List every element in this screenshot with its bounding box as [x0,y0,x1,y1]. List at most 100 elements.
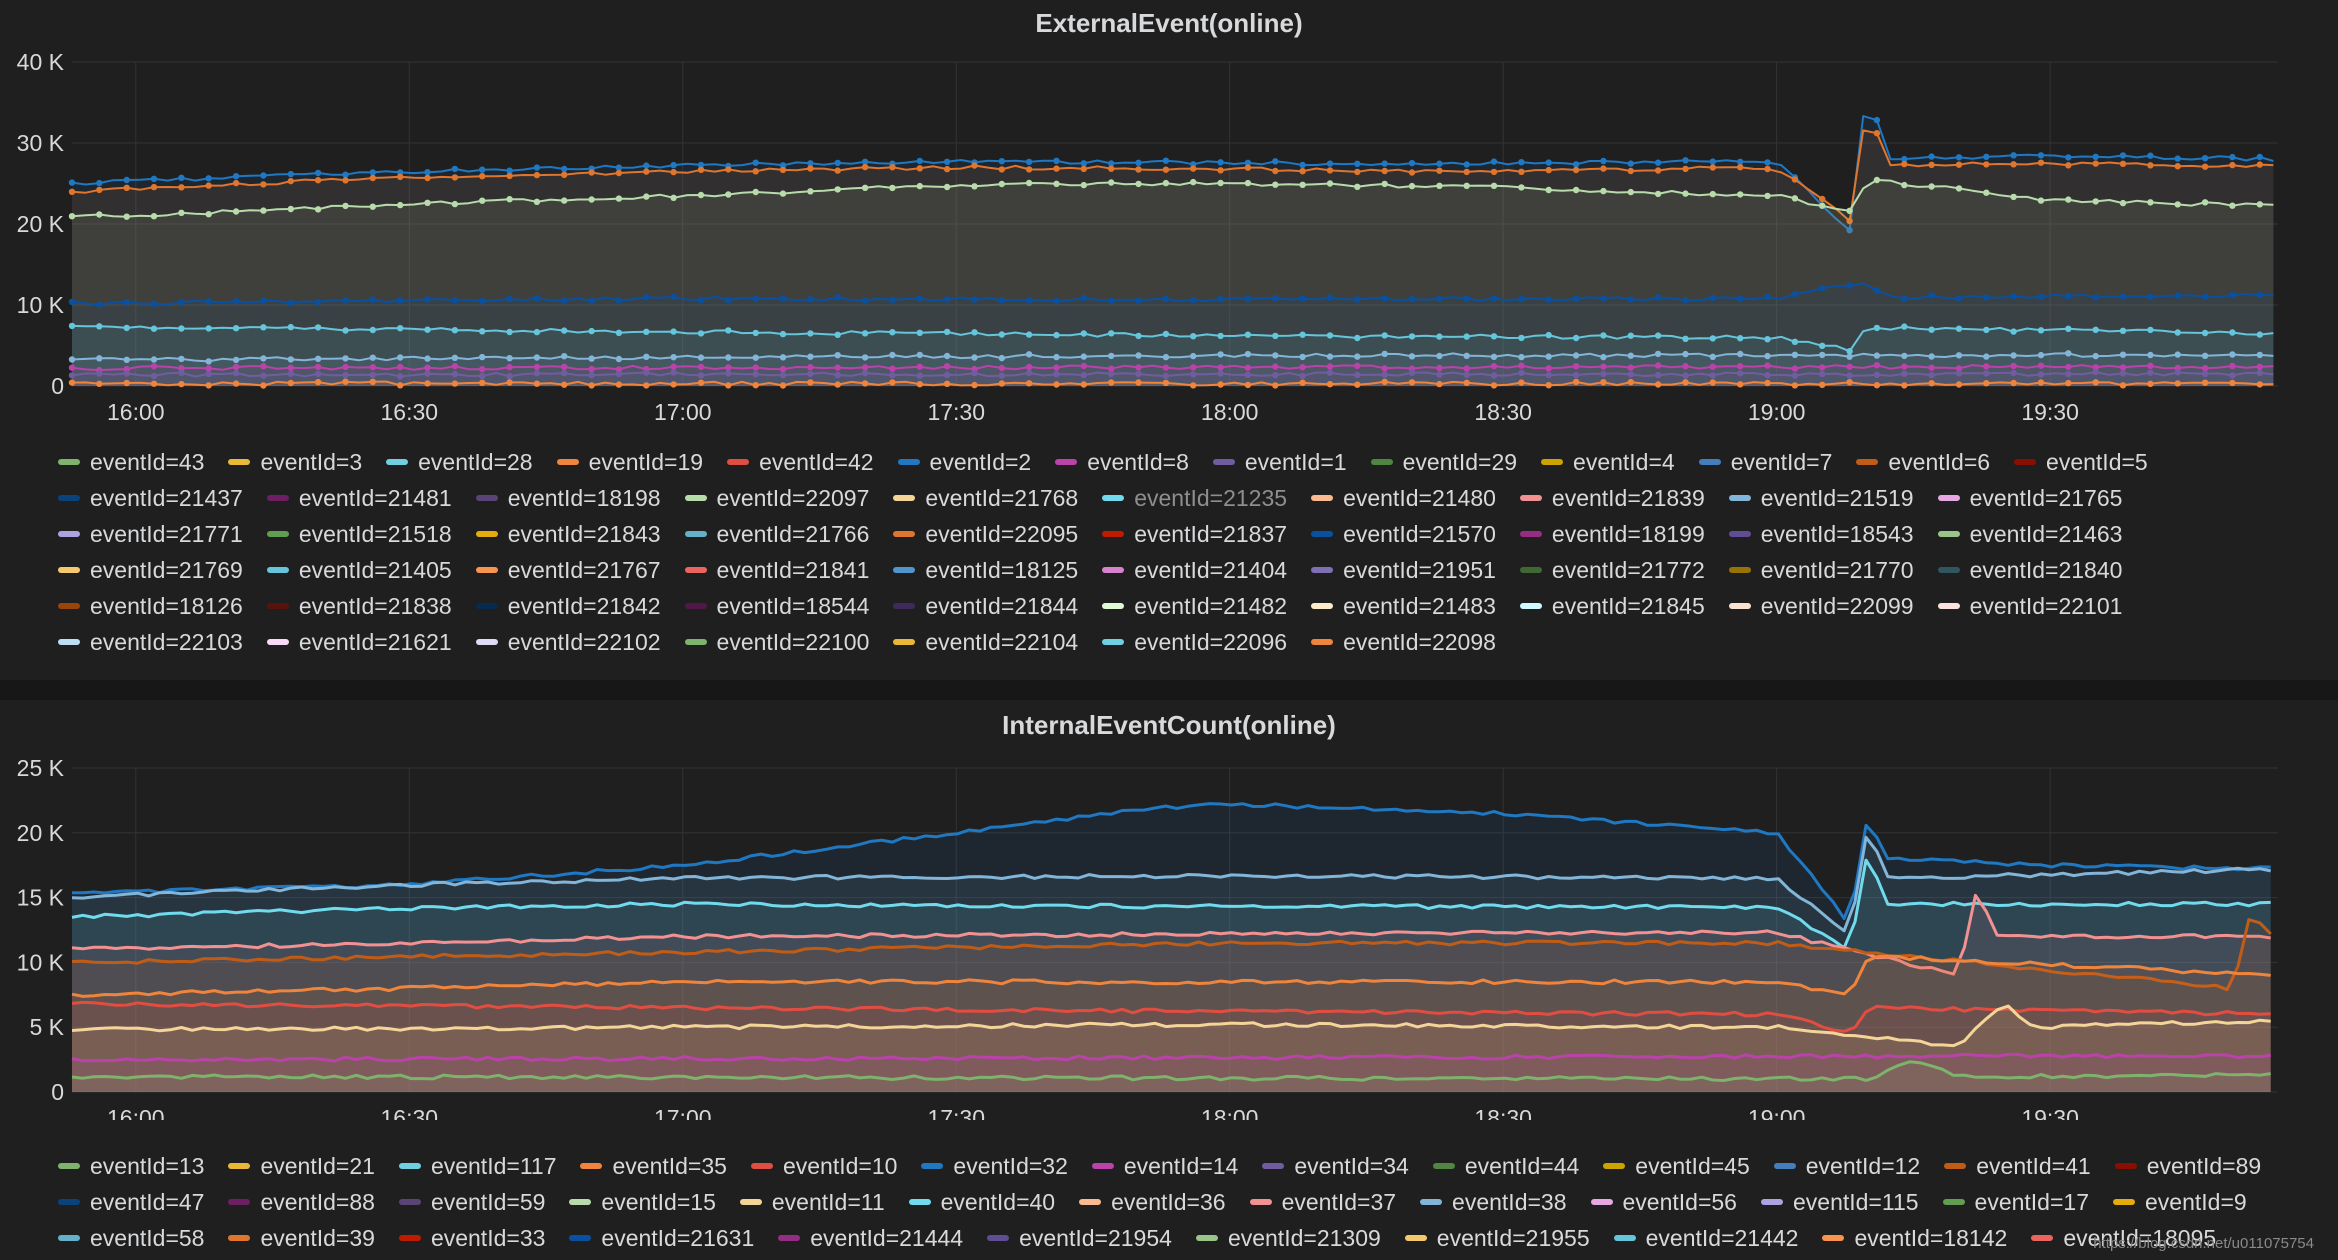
legend-item[interactable]: eventId=56 [1590,1189,1737,1216]
legend-item[interactable]: eventId=88 [228,1189,375,1216]
legend-item[interactable]: eventId=21845 [1519,593,1705,620]
legend-item[interactable]: eventId=21840 [1937,557,2122,584]
legend-item[interactable]: eventId=59 [398,1189,545,1216]
legend-item[interactable]: eventId=15 [569,1189,716,1216]
legend-item[interactable]: eventId=29 [1370,449,1517,476]
legend-item[interactable]: eventId=21837 [1102,521,1287,548]
legend-item[interactable]: eventId=22102 [475,629,661,656]
legend-item[interactable]: eventId=21570 [1311,521,1496,548]
legend-item[interactable]: eventId=22098 [1311,629,1496,656]
legend-item[interactable]: eventId=58 [58,1225,204,1252]
legend-item[interactable]: eventId=21767 [475,557,661,584]
legend-item[interactable]: eventId=21765 [1937,485,2122,512]
legend-item[interactable]: eventId=21769 [58,557,243,584]
legend-item[interactable]: eventId=37 [1249,1189,1396,1216]
legend-item[interactable]: eventId=21838 [266,593,452,620]
legend-item[interactable]: eventId=21481 [266,485,452,512]
legend-item[interactable]: eventId=35 [580,1153,727,1180]
legend-item[interactable]: eventId=17 [1942,1189,2089,1216]
legend-item[interactable]: eventId=18095 [2031,1225,2216,1252]
legend-item[interactable]: eventId=5 [2014,449,2148,476]
legend-item[interactable]: eventId=2 [897,449,1031,476]
legend-item[interactable]: eventId=34 [1262,1153,1409,1180]
legend-item[interactable]: eventId=21768 [893,485,1078,512]
legend-item[interactable]: eventId=40 [908,1189,1055,1216]
legend-item[interactable]: eventId=21463 [1937,521,2122,548]
legend-item[interactable]: eventId=22095 [893,521,1078,548]
legend-item[interactable]: eventId=21842 [475,593,661,620]
legend-item[interactable]: eventId=22101 [1937,593,2122,620]
legend-item[interactable]: eventId=21954 [987,1225,1172,1252]
legend-item[interactable]: eventId=21766 [684,521,869,548]
legend-item[interactable]: eventId=18125 [893,557,1078,584]
legend-item[interactable]: eventId=21839 [1519,485,1705,512]
legend-item[interactable]: eventId=21844 [893,593,1078,620]
legend-item[interactable]: eventId=21437 [58,485,243,512]
legend-item[interactable]: eventId=44 [1432,1153,1579,1180]
legend-item[interactable]: eventId=45 [1603,1153,1750,1180]
legend-item[interactable]: eventId=21309 [1195,1225,1381,1252]
legend-item[interactable]: eventId=21772 [1519,557,1705,584]
legend-item[interactable]: eventId=9 [2113,1189,2247,1216]
legend-item[interactable]: eventId=18142 [1822,1225,2007,1252]
legend-item[interactable]: eventId=41 [1944,1153,2091,1180]
legend-item[interactable]: eventId=21621 [266,629,452,656]
legend-item[interactable]: eventId=21951 [1311,557,1496,584]
legend-item[interactable]: eventId=39 [228,1225,375,1252]
legend-item[interactable]: eventId=117 [398,1153,556,1180]
legend-item[interactable]: eventId=22099 [1728,593,1914,620]
legend-item[interactable]: eventId=18198 [475,485,661,512]
legend-item[interactable]: eventId=22097 [684,485,869,512]
legend-item[interactable]: eventId=21482 [1102,593,1287,620]
legend-item[interactable]: eventId=12 [1773,1153,1920,1180]
legend-item[interactable]: eventId=1 [1212,449,1347,476]
legend-item[interactable]: eventId=8 [1055,449,1189,476]
legend-item[interactable]: eventId=7 [1698,449,1832,476]
legend-item[interactable]: eventId=10 [750,1153,897,1180]
legend-item[interactable]: eventId=19 [556,449,703,476]
legend-item[interactable]: eventId=21444 [778,1225,963,1252]
legend-item[interactable]: eventId=18544 [684,593,869,620]
legend-item[interactable]: eventId=33 [398,1225,545,1252]
legend-item[interactable]: eventId=6 [1856,449,1990,476]
legend-item[interactable]: eventId=22096 [1102,629,1287,656]
data-point [971,162,978,169]
legend-item[interactable]: eventId=38 [1420,1189,1567,1216]
legend-item[interactable]: eventId=21841 [684,557,869,584]
legend-item[interactable]: eventId=21771 [58,521,243,548]
legend-item[interactable]: eventId=21518 [266,521,452,548]
legend-item[interactable]: eventId=21442 [1613,1225,1798,1252]
legend-item[interactable]: eventId=18199 [1519,521,1705,548]
legend-item[interactable]: eventId=22103 [58,629,243,656]
legend-item[interactable]: eventId=32 [921,1153,1068,1180]
legend-item[interactable]: eventId=21631 [569,1225,754,1252]
legend-item[interactable]: eventId=21404 [1102,557,1287,584]
legend-item[interactable]: eventId=21 [228,1153,375,1180]
legend-item[interactable]: eventId=21480 [1311,485,1496,512]
legend-item[interactable]: eventId=13 [58,1153,204,1180]
legend-item[interactable]: eventId=4 [1541,449,1675,476]
legend-item[interactable]: eventId=21519 [1728,485,1914,512]
panel-title[interactable]: InternalEventCount(online) [1002,710,1336,740]
legend-item[interactable]: eventId=21770 [1728,557,1914,584]
legend-item[interactable]: eventId=18543 [1728,521,1914,548]
legend-item[interactable]: eventId=22104 [893,629,1078,656]
legend-item[interactable]: eventId=18126 [58,593,243,620]
legend-item[interactable]: eventId=115 [1760,1189,1919,1216]
panel-title[interactable]: ExternalEvent(online) [1035,8,1303,38]
legend-item[interactable]: eventId=47 [58,1189,204,1216]
legend-item[interactable]: eventId=22100 [684,629,869,656]
legend-item[interactable]: eventId=3 [228,449,362,476]
legend-item[interactable]: eventId=21235 [1102,485,1287,512]
legend-item[interactable]: eventId=21483 [1311,593,1496,620]
legend-item[interactable]: eventId=21955 [1404,1225,1590,1252]
legend-item[interactable]: eventId=21843 [475,521,661,548]
legend-item[interactable]: eventId=11 [739,1189,885,1216]
legend-item[interactable]: eventId=89 [2114,1153,2261,1180]
legend-item[interactable]: eventId=43 [58,449,204,476]
legend-item[interactable]: eventId=14 [1091,1153,1238,1180]
legend-item[interactable]: eventId=42 [727,449,874,476]
legend-item[interactable]: eventId=28 [386,449,533,476]
legend-item[interactable]: eventId=36 [1079,1189,1226,1216]
legend-item[interactable]: eventId=21405 [266,557,452,584]
